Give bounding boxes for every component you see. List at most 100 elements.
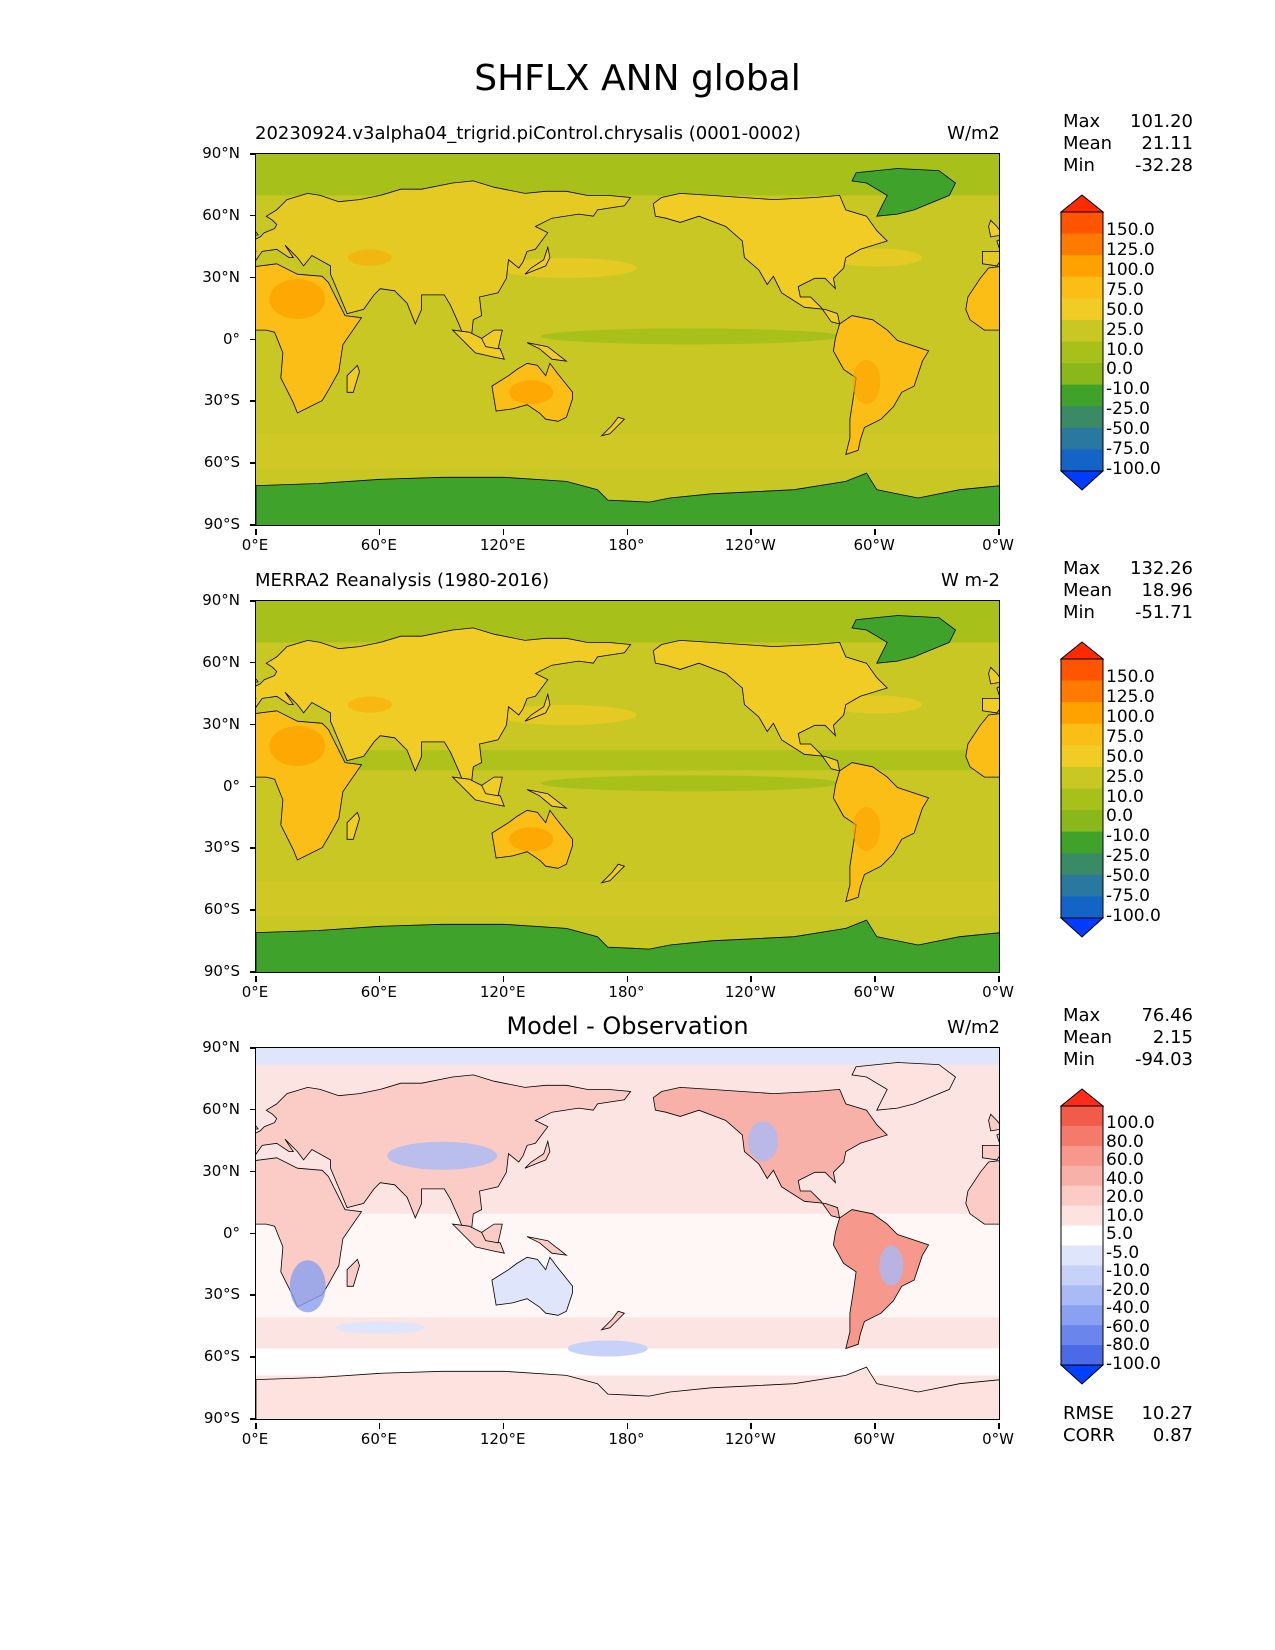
lat-tick-label: 0° (180, 330, 256, 348)
land-namerica (652, 639, 888, 772)
colorbar-tick-label: -75.0 (1106, 439, 1150, 460)
colorbar-segment (1061, 319, 1103, 342)
stat-value: 101.20 (1130, 111, 1193, 132)
colorbar-tick-label: 10.0 (1106, 339, 1144, 360)
lon-tick-label: 0°E (215, 976, 295, 1001)
panel-title: 20230924.v3alpha04_trigrid.piControl.chr… (255, 123, 801, 144)
colorbar-tick-label: 100.0 (1106, 1113, 1155, 1134)
colorbar-frame (1060, 658, 1104, 919)
land-antarctica (256, 919, 999, 972)
stat-row: Mean 21.11 (1063, 133, 1193, 155)
stats-box: Max 101.20 Mean 21.11 Min -32.28 (1063, 111, 1193, 177)
stat-label: Mean (1063, 133, 1113, 154)
colorbar-segment (1061, 1205, 1103, 1227)
lat-tick-label: 30°N (180, 715, 256, 733)
colorbar-tick-label: -10.0 (1106, 826, 1150, 847)
colorbar-segment (1061, 1245, 1103, 1266)
stat-value: -94.03 (1134, 1049, 1193, 1070)
stat-label: Mean (1063, 1027, 1113, 1048)
stat-label: Max (1063, 111, 1101, 132)
colorbar-tick-label: 75.0 (1106, 726, 1144, 747)
map-area (255, 1047, 1000, 1420)
map-panel-1: 20230924.v3alpha04_trigrid.piControl.chr… (0, 111, 1275, 588)
sahara-patch (269, 726, 326, 767)
colorbar-segment (1061, 276, 1103, 299)
colorbar-tick-label: -100.0 (1106, 459, 1161, 480)
map-panel-3: Model - Observation W/m2 90°N 60°N 30°N 0° 30°… (0, 1005, 1275, 1482)
australia-patch (509, 380, 554, 405)
footer-value: 10.27 (1141, 1403, 1193, 1424)
land-indonesia (451, 1223, 505, 1254)
stat-label: Max (1063, 1005, 1101, 1026)
colorbar-tick-label: -25.0 (1106, 846, 1150, 867)
figure-title: SHFLX ANN global (474, 58, 801, 99)
lat-tick-label: 0° (180, 777, 256, 795)
lon-tick-label: 0°W (958, 529, 1038, 554)
lat-tick-label: 60°N (180, 206, 256, 224)
land-australia (491, 1256, 574, 1316)
lon-tick-label: 0°E (215, 529, 295, 554)
colorbar-segment (1061, 233, 1103, 256)
colorbar-tick-label: 125.0 (1106, 686, 1155, 707)
lon-tick-label: 60°E (339, 529, 419, 554)
colorbar-segment (1061, 766, 1103, 789)
lat-tick-label: 90°S (180, 1409, 256, 1427)
colorbar-tick-label: 10.0 (1106, 786, 1144, 807)
lat-tick-label: 30°S (180, 838, 256, 856)
stat-row: Max 101.20 (1063, 111, 1193, 133)
units-label: W m-2 (940, 570, 1000, 591)
colorbar (1059, 1088, 1105, 1385)
colorbar-tick-label: 150.0 (1106, 219, 1155, 240)
stat-value: -51.71 (1134, 602, 1193, 623)
lat-tick-label: 60°N (180, 653, 256, 671)
colorbar-tick-label: 0.0 (1106, 359, 1134, 380)
stat-label: Min (1063, 155, 1095, 176)
colorbar-container (1059, 641, 1105, 942)
units-label: W/m2 (947, 123, 1000, 144)
colorbar-segment (1061, 896, 1103, 919)
colorbar-tick-label: 80.0 (1106, 1131, 1144, 1152)
colorbar-tick-label: -50.0 (1106, 419, 1150, 440)
land-africa (256, 1157, 363, 1308)
colorbar-tick-label: -50.0 (1106, 866, 1150, 887)
colorbar-tick-label: -80.0 (1106, 1335, 1150, 1356)
land-uk (256, 1125, 259, 1130)
colorbar-tick-label: -25.0 (1106, 399, 1150, 420)
lon-tick-label: 60°W (834, 976, 914, 1001)
stat-label: Min (1063, 1049, 1095, 1070)
samerica-neg-patch (879, 1245, 904, 1286)
colorbar-segment (1061, 745, 1103, 768)
tropical-band (256, 750, 999, 771)
land-indonesia (451, 776, 505, 807)
panel-title: MERRA2 Reanalysis (1980-2016) (255, 570, 550, 591)
africa-neg-patch (289, 1260, 326, 1313)
namerica-neg-patch (748, 1121, 779, 1162)
colorbar-top-extend (1059, 1088, 1105, 1107)
lon-tick-label: 180° (587, 976, 667, 1001)
land-greenland (851, 168, 957, 217)
units-label: W/m2 (947, 1017, 1000, 1038)
stats-box: Max 76.46 Mean 2.15 Min -94.03 (1063, 1005, 1193, 1071)
lon-tick-label: 120°W (710, 976, 790, 1001)
colorbar-tick-label: -5.0 (1106, 1242, 1140, 1263)
land-africa (965, 1160, 999, 1225)
colorbar-tick-label: 10.0 (1106, 1205, 1144, 1226)
stat-label: Max (1063, 558, 1101, 579)
stat-row: Mean 18.96 (1063, 580, 1193, 602)
colorbar-segment (1061, 298, 1103, 321)
lat-tick-label: 60°N (180, 1100, 256, 1118)
colorbar-tick-label: -20.0 (1106, 1279, 1150, 1300)
southern-band (256, 880, 999, 916)
land-japan (524, 245, 551, 275)
colorbar-segment (1061, 1185, 1103, 1207)
stat-value: 132.26 (1130, 558, 1193, 579)
colorbar-tick-label: 60.0 (1106, 1150, 1144, 1171)
land-antarctica (256, 472, 999, 525)
colorbar-segment (1061, 1165, 1103, 1187)
lon-tick-label: 60°E (339, 976, 419, 1001)
colorbar-segment (1061, 853, 1103, 876)
footer-stats: RMSE 10.27 CORR 0.87 (1063, 1403, 1193, 1447)
colorbar-segment (1061, 702, 1103, 725)
colorbar-segment (1061, 659, 1103, 682)
land-borneo (481, 1223, 503, 1244)
